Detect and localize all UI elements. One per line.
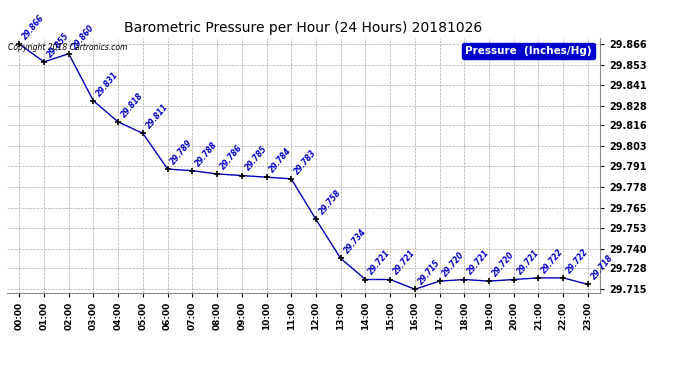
Text: 29.721: 29.721: [466, 249, 491, 277]
Text: 29.855: 29.855: [46, 31, 71, 59]
Text: 29.811: 29.811: [144, 102, 170, 130]
Text: 29.721: 29.721: [391, 249, 417, 277]
Legend: Pressure  (Inches/Hg): Pressure (Inches/Hg): [462, 43, 595, 59]
Text: 29.715: 29.715: [416, 258, 442, 286]
Text: 29.722: 29.722: [564, 247, 590, 275]
Text: 29.718: 29.718: [589, 254, 615, 282]
Text: 29.789: 29.789: [169, 138, 195, 166]
Text: 29.860: 29.860: [70, 23, 96, 51]
Text: 29.722: 29.722: [540, 247, 566, 275]
Title: Barometric Pressure per Hour (24 Hours) 20181026: Barometric Pressure per Hour (24 Hours) …: [124, 21, 483, 35]
Text: Copyright 2018 Cartronics.com: Copyright 2018 Cartronics.com: [8, 43, 128, 52]
Text: 29.831: 29.831: [95, 70, 121, 98]
Text: 29.721: 29.721: [515, 249, 541, 277]
Text: 29.786: 29.786: [219, 143, 244, 171]
Text: 29.788: 29.788: [194, 140, 219, 168]
Text: 29.734: 29.734: [342, 228, 368, 256]
Text: 29.818: 29.818: [119, 91, 145, 119]
Text: 29.720: 29.720: [491, 250, 516, 278]
Text: 29.721: 29.721: [367, 249, 393, 277]
Text: 29.783: 29.783: [293, 148, 318, 176]
Text: 29.785: 29.785: [243, 145, 269, 173]
Text: 29.784: 29.784: [268, 146, 293, 174]
Text: 29.758: 29.758: [317, 189, 343, 217]
Text: 29.720: 29.720: [441, 250, 466, 278]
Text: 29.866: 29.866: [21, 13, 46, 41]
